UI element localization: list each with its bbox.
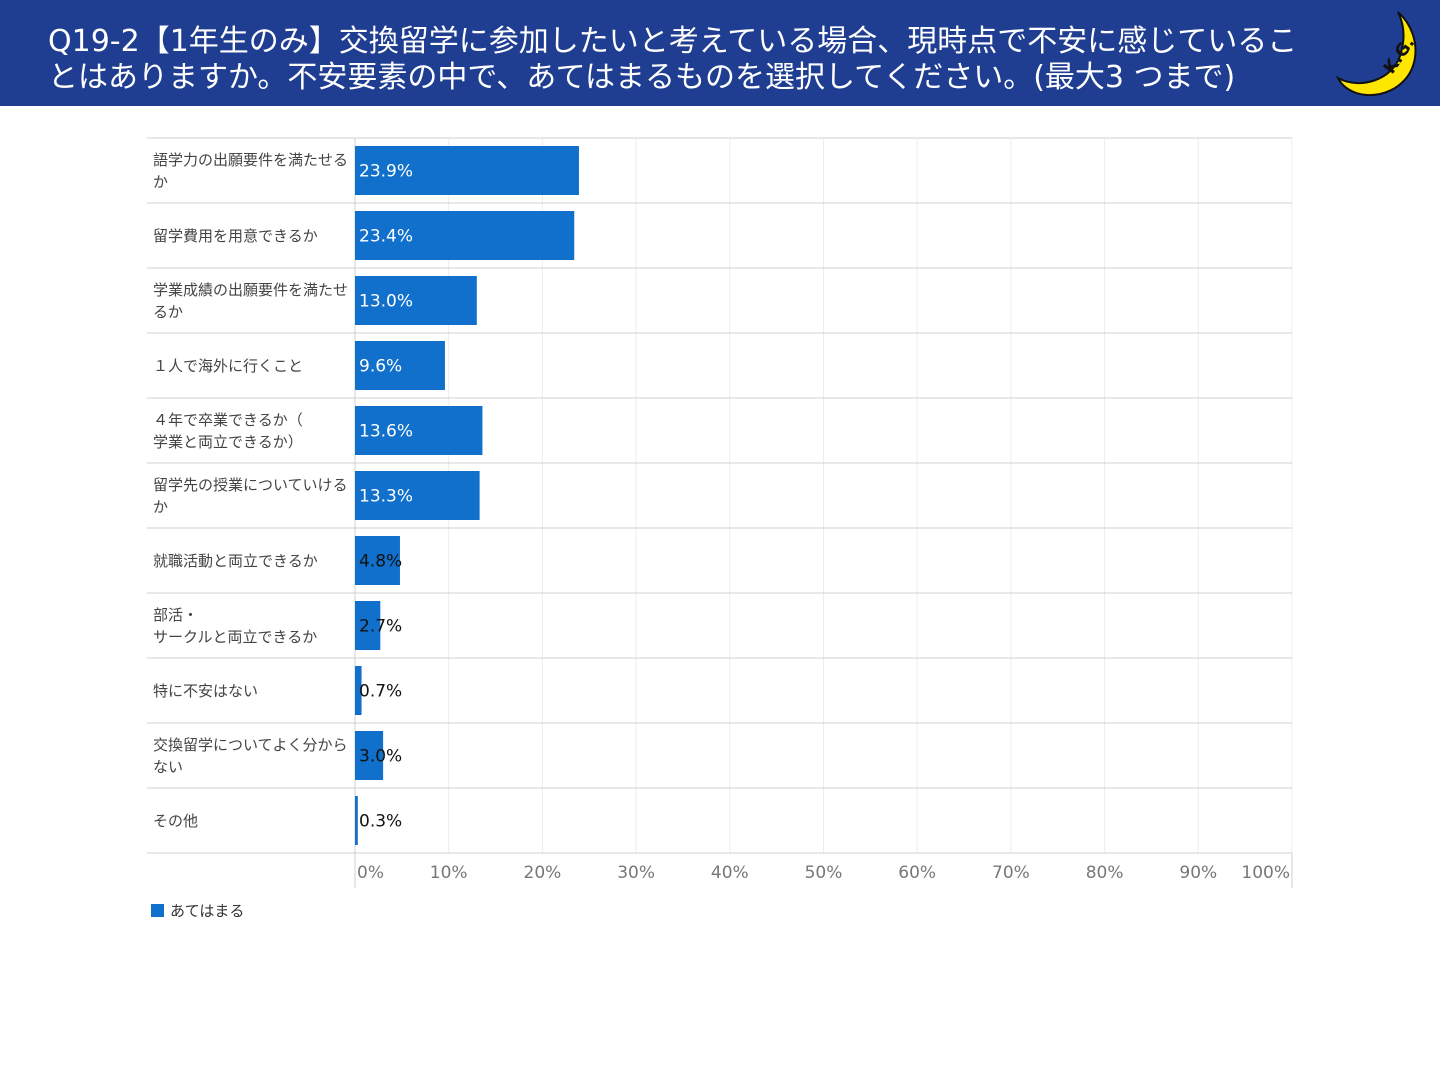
x-tick-label: 20%: [524, 863, 562, 883]
legend-label: あてはまる: [170, 902, 245, 920]
category-label: ４年で卒業できるか（ 学業と両立できるか）: [153, 410, 303, 451]
data-label: 13.6%: [359, 422, 413, 442]
bar: [355, 146, 579, 195]
data-label: 3.0%: [359, 747, 402, 767]
x-tick-label: 70%: [992, 863, 1030, 883]
category-label: 学業成績の出願要件を満たせるか: [153, 280, 349, 321]
data-label: 2.7%: [359, 617, 402, 637]
bar: [355, 341, 445, 390]
category-label: 語学力の出願要件を満たせるか: [153, 150, 349, 191]
category-label: 留学費用を用意できるか: [153, 226, 318, 245]
data-label: 23.9%: [359, 162, 413, 182]
bar: [355, 731, 384, 780]
logo: K.G.: [1335, 11, 1419, 96]
data-label: 9.6%: [359, 357, 402, 377]
title: Q19-2【1年生のみ】交換留学に参加したいと考えている場合、現時点で不安に感じ…: [48, 24, 1298, 95]
x-tick-label: 30%: [617, 863, 655, 883]
bar: [355, 601, 381, 650]
category-label: 交換留学についてよく分からない: [153, 735, 348, 776]
category-label: その他: [153, 811, 199, 830]
x-tick-label: 100%: [1241, 863, 1290, 883]
x-tick-label: 10%: [430, 863, 468, 883]
category-label: 留学先の授業についていけるか: [153, 475, 348, 516]
x-tick-label: 50%: [805, 863, 843, 883]
x-tick-label: 60%: [898, 863, 936, 883]
header: Q19-2【1年生のみ】交換留学に参加したいと考えている場合、現時点で不安に感じ…: [0, 0, 1440, 106]
category-label: 部活・ サークルと両立できるか: [153, 605, 318, 646]
x-tick-label: 40%: [711, 863, 749, 883]
x-tick-label: 90%: [1179, 863, 1217, 883]
category-label: 特に不安はない: [153, 681, 259, 700]
bar: [355, 666, 362, 715]
bar: [355, 276, 477, 325]
data-label: 13.0%: [359, 292, 413, 312]
x-tick-label: 0%: [357, 863, 384, 883]
category-label: 就職活動と両立できるか: [153, 551, 318, 570]
data-label: 0.7%: [359, 682, 402, 702]
bar: [355, 406, 483, 455]
x-tick-label: 80%: [1086, 863, 1124, 883]
bar: [355, 471, 480, 520]
legend: あてはまる: [151, 900, 244, 921]
category-label: １人で海外に行くこと: [153, 356, 304, 375]
data-label: 23.4%: [359, 227, 413, 247]
bar: [355, 796, 358, 845]
bar: [355, 536, 400, 585]
data-label: 0.3%: [359, 812, 402, 832]
data-label: 13.3%: [359, 487, 413, 507]
data-label: 4.8%: [359, 552, 402, 572]
bar: [355, 211, 575, 260]
legend-swatch: [151, 904, 164, 917]
